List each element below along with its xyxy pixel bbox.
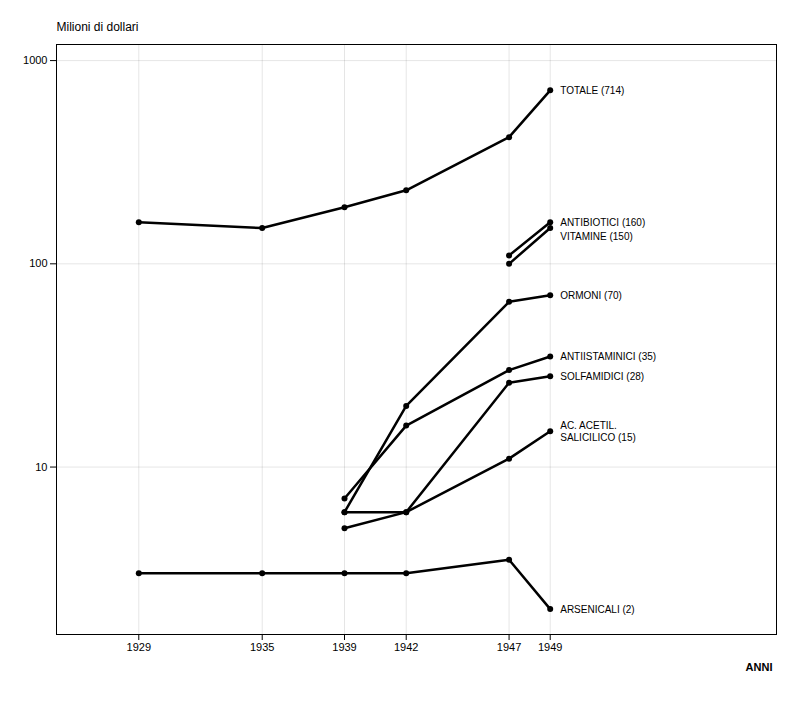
svg-text:1942: 1942 <box>394 641 418 653</box>
svg-text:1935: 1935 <box>250 641 274 653</box>
svg-text:ANNI: ANNI <box>746 661 773 673</box>
svg-text:1947: 1947 <box>497 641 521 653</box>
svg-text:10: 10 <box>35 461 47 473</box>
svg-text:1939: 1939 <box>332 641 356 653</box>
svg-text:ANTIISTAMINICI (35): ANTIISTAMINICI (35) <box>560 351 656 362</box>
svg-text:SOLFAMIDICI (28): SOLFAMIDICI (28) <box>560 371 644 382</box>
svg-text:100: 100 <box>29 257 47 269</box>
svg-text:1000: 1000 <box>23 54 47 66</box>
svg-text:TOTALE (714): TOTALE (714) <box>560 85 624 96</box>
svg-text:1949: 1949 <box>538 641 562 653</box>
svg-text:ANTIBIOTICI (160): ANTIBIOTICI (160) <box>560 217 645 228</box>
svg-text:VITAMINE (150): VITAMINE (150) <box>560 231 633 242</box>
svg-text:ARSENICALI (2): ARSENICALI (2) <box>560 604 634 615</box>
svg-text:1929: 1929 <box>127 641 151 653</box>
svg-text:AC. ACETIL.SALICILICO (15): AC. ACETIL.SALICILICO (15) <box>560 420 636 443</box>
svg-text:ORMONI (70): ORMONI (70) <box>560 290 622 301</box>
svg-text:Milioni di dollari: Milioni di dollari <box>57 20 139 34</box>
